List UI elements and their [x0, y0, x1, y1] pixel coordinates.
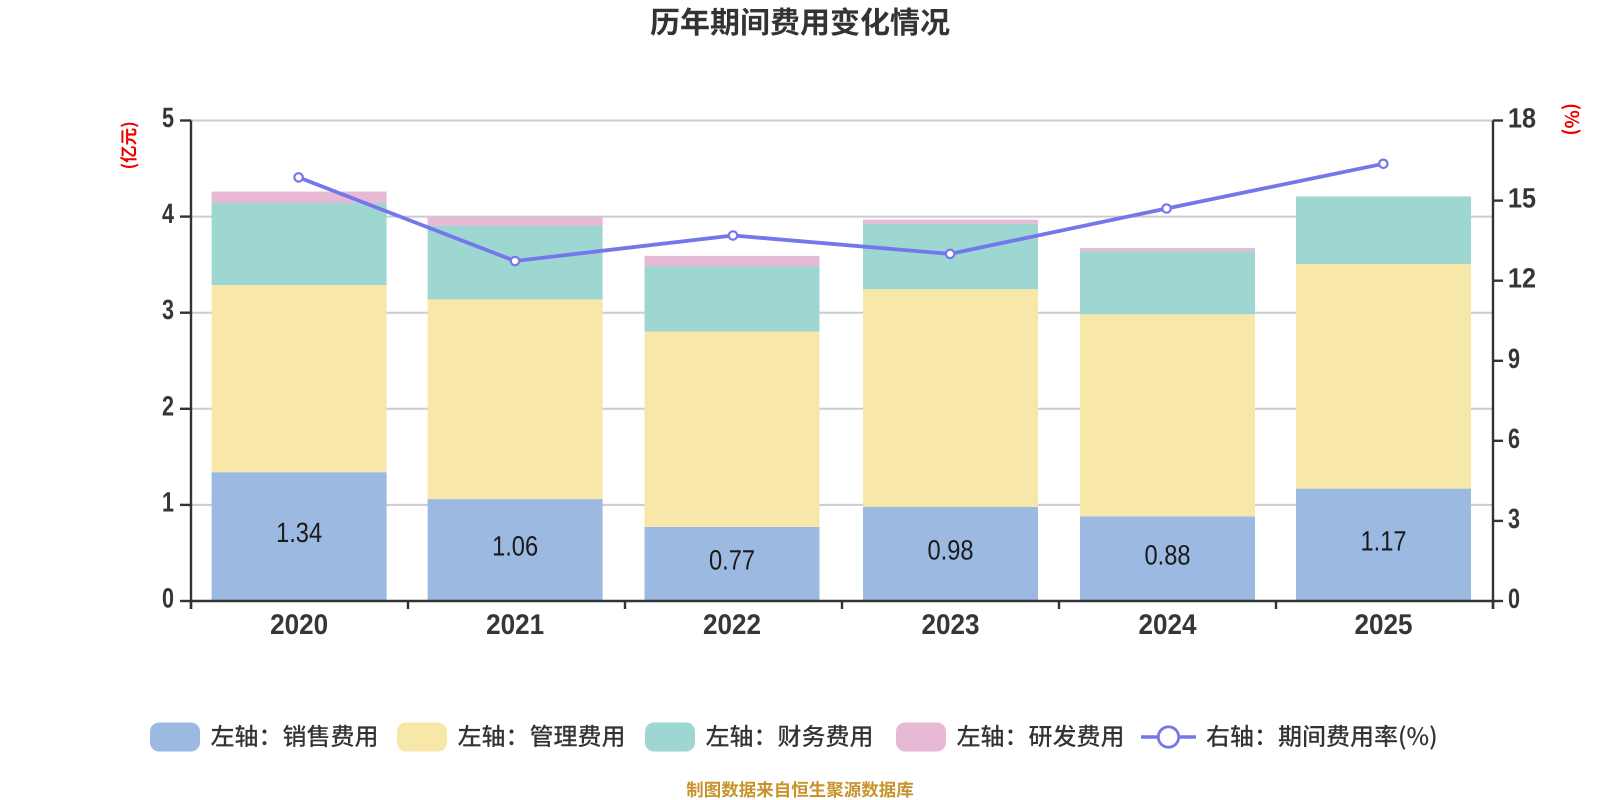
svg-text:3: 3: [1508, 503, 1520, 534]
svg-text:2: 2: [162, 390, 174, 421]
svg-text:0: 0: [162, 583, 174, 614]
svg-text:1.34: 1.34: [276, 517, 322, 548]
svg-text:0.88: 0.88: [1145, 539, 1191, 570]
svg-text:2021: 2021: [486, 609, 544, 641]
svg-text:2025: 2025: [1355, 609, 1413, 641]
svg-text:0.98: 0.98: [928, 535, 974, 566]
svg-text:1: 1: [162, 486, 174, 517]
svg-text:15: 15: [1508, 183, 1536, 214]
svg-text:2022: 2022: [703, 609, 761, 641]
svg-text:5: 5: [162, 102, 174, 133]
svg-text:2024: 2024: [1139, 609, 1197, 641]
svg-text:9: 9: [1508, 343, 1520, 374]
svg-text:2023: 2023: [922, 609, 980, 641]
svg-text:1.17: 1.17: [1361, 525, 1407, 556]
svg-text:1.06: 1.06: [492, 531, 538, 562]
svg-text:2020: 2020: [270, 609, 328, 641]
svg-text:0: 0: [1508, 583, 1520, 614]
svg-text:18: 18: [1508, 103, 1536, 134]
svg-text:6: 6: [1508, 423, 1520, 454]
svg-text:0.77: 0.77: [709, 545, 755, 576]
svg-text:12: 12: [1508, 263, 1536, 294]
svg-text:4: 4: [162, 198, 174, 229]
svg-text:3: 3: [162, 294, 174, 325]
